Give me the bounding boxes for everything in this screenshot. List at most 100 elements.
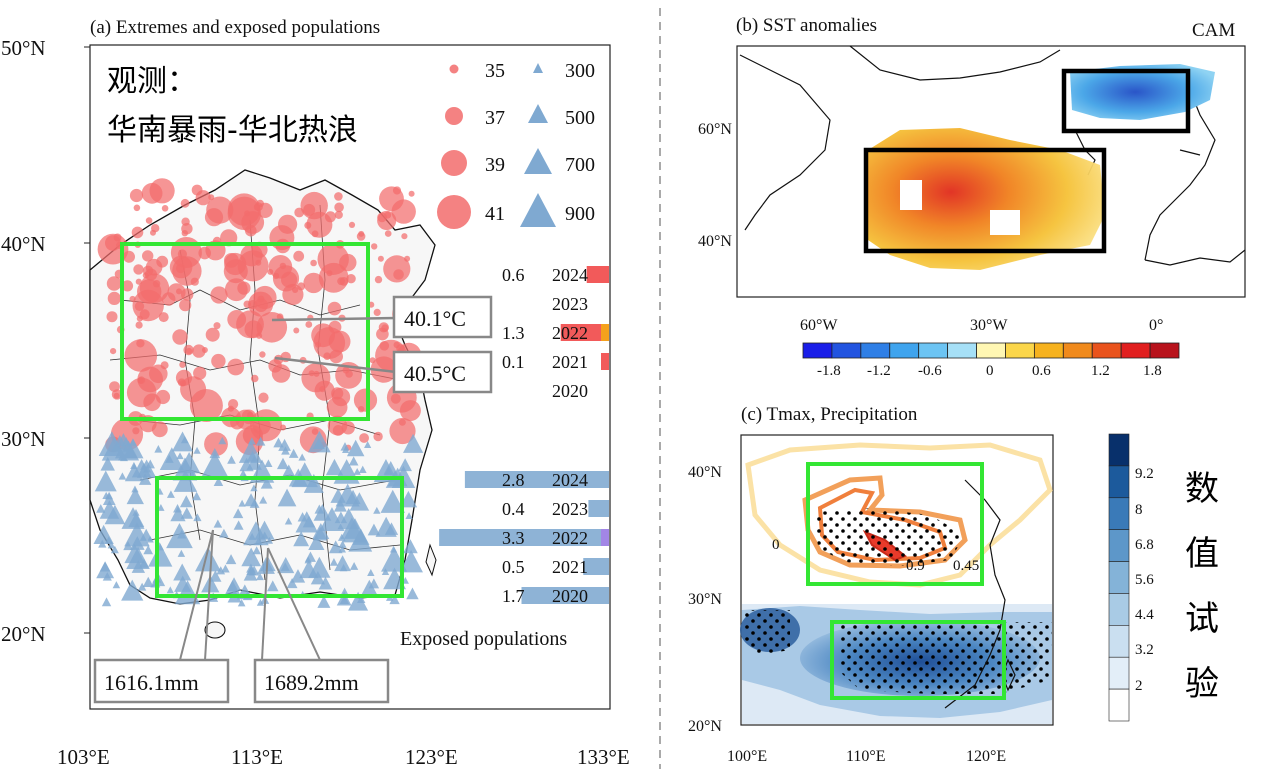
- rain-marker: [224, 580, 241, 597]
- b-lon-30w: 30°W: [970, 317, 1008, 334]
- exposure-year-2023: 2023: [552, 499, 588, 519]
- rain-marker: [179, 495, 193, 508]
- rain-marker: [339, 564, 348, 572]
- rain-marker: [367, 569, 375, 576]
- rain-marker: [112, 581, 121, 589]
- rain-marker: [166, 490, 175, 498]
- heat-marker: [151, 224, 160, 233]
- lat-tick-50n: 50°N: [1, 36, 46, 60]
- rain-marker: [399, 549, 423, 573]
- heat-marker: [158, 312, 169, 323]
- heat-marker: [136, 315, 143, 322]
- heat-marker: [139, 309, 150, 320]
- exposure-bars-heat: 0.6 2024 2023 1.3 2022 0.1 2021 2020: [502, 265, 609, 401]
- observed-label-line1: 观测：: [107, 64, 197, 99]
- annot-heat-2: 40.5°C: [404, 361, 466, 386]
- rain-marker: [177, 549, 186, 557]
- rain-marker: [312, 437, 325, 450]
- c-lat-20n: 20°N: [688, 718, 722, 735]
- pcb-label-2: 2: [1135, 678, 1143, 694]
- exposure-year-2020: 2020: [552, 586, 588, 606]
- rain-marker: [403, 539, 418, 554]
- size-legend: 35 37 39 41 300 500 700 900: [437, 60, 595, 229]
- heat-marker: [389, 417, 416, 445]
- sst-colorbar-swatch: [976, 342, 1006, 359]
- rain-marker: [248, 532, 256, 540]
- panel-a-lat-ticks: 50°N 40°N 30°N 20°N: [1, 36, 90, 646]
- heat-marker: [228, 399, 239, 410]
- taiwan-island: [425, 543, 437, 577]
- panel-a: (a) Extremes and exposed populations 观测：: [1, 17, 630, 769]
- heat-marker: [191, 184, 203, 196]
- heat-marker: [126, 377, 157, 408]
- rain-marker: [121, 579, 144, 601]
- legend-temp-35: 35: [485, 60, 505, 82]
- heat-marker: [250, 374, 259, 383]
- rain-marker: [339, 595, 350, 605]
- sst-colorbar-swatch: [831, 342, 862, 359]
- rain-marker: [237, 599, 246, 607]
- heat-marker: [373, 308, 381, 316]
- heat-marker: [106, 276, 122, 291]
- rain-marker: [267, 580, 279, 592]
- sst-cb-label-n18: -1.8: [817, 363, 841, 379]
- c-lat-30n: 30°N: [688, 591, 722, 608]
- rain-marker: [334, 555, 351, 572]
- exposure-year-2024: 2024: [552, 265, 588, 285]
- heat-marker: [377, 210, 397, 231]
- lon-tick-123e: 123°E: [405, 745, 458, 769]
- rain-marker: [193, 446, 201, 454]
- rain-marker: [146, 535, 154, 543]
- rain-marker: [348, 529, 373, 552]
- heat-marker: [110, 348, 117, 355]
- exposure-year-2021: 2021: [552, 352, 588, 372]
- exposure-year-2020: 2020: [552, 381, 588, 401]
- heat-marker: [107, 291, 121, 305]
- rain-marker: [340, 442, 350, 451]
- rain-marker: [313, 526, 328, 541]
- sst-warm-anomaly: [868, 128, 1105, 270]
- rain-marker: [96, 561, 115, 579]
- legend-pop-900-marker: [520, 193, 556, 227]
- heat-marker: [227, 358, 245, 376]
- rain-marker: [180, 435, 189, 444]
- rain-marker: [358, 465, 367, 473]
- exposure-value-2024: 2.8: [502, 470, 525, 490]
- heat-marker: [398, 418, 406, 426]
- panel-a-lon-ticks: 103°E 113°E 123°E 133°E: [57, 745, 630, 769]
- rain-marker: [239, 469, 247, 477]
- rain-annotations: 1616.1mm 1689.2mm: [93, 529, 390, 704]
- exposure-bar-2022: [439, 529, 609, 546]
- heat-marker: [180, 198, 190, 208]
- sst-cb-label-n06: -0.6: [918, 363, 942, 379]
- annot-heat-box-1: [392, 295, 493, 339]
- heat-marker: [177, 249, 187, 259]
- rain-marker: [291, 462, 318, 488]
- heat-marker: [211, 353, 226, 369]
- heat-marker: [379, 186, 404, 212]
- heat-marker: [369, 357, 376, 364]
- precip-significance-stipple: [840, 620, 1052, 694]
- sst-colorbar-swatch: [1033, 342, 1064, 359]
- heat-marker: [189, 389, 223, 422]
- heat-marker: [401, 233, 408, 240]
- rain-marker: [213, 519, 223, 528]
- exposure-value-2020: 1.7: [502, 586, 525, 606]
- rain-marker: [330, 488, 346, 503]
- rain-marker: [364, 441, 372, 448]
- heat-marker: [179, 361, 186, 368]
- rain-marker: [278, 438, 291, 451]
- heat-marker: [176, 288, 182, 295]
- heat-marker: [132, 427, 140, 435]
- rain-marker: [101, 436, 128, 461]
- rain-marker: [346, 439, 365, 457]
- rain-marker: [340, 587, 349, 595]
- rain-marker: [328, 540, 343, 554]
- rain-marker: [177, 529, 187, 539]
- exposure-bar-tip-2022: [601, 529, 609, 546]
- heat-marker: [268, 359, 282, 373]
- rain-marker: [126, 487, 144, 505]
- rain-marker: [403, 433, 424, 453]
- precip-colorbar-swatch: [1108, 593, 1130, 626]
